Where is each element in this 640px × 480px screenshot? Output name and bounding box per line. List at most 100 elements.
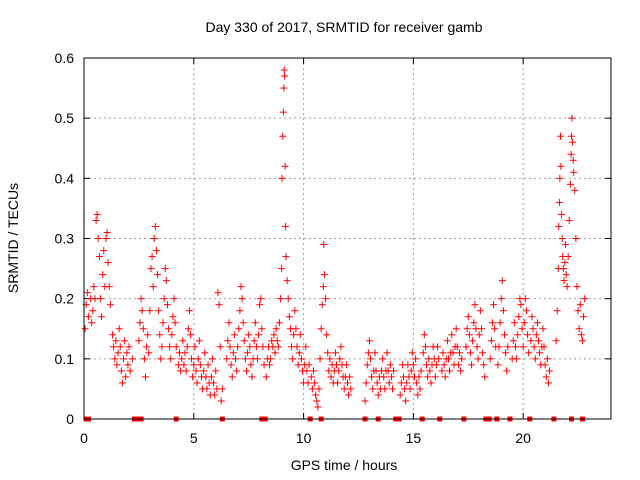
data-point — [470, 319, 478, 327]
data-point — [569, 156, 577, 164]
data-point — [182, 367, 190, 375]
data-point — [412, 355, 420, 363]
data-point — [441, 373, 449, 381]
data-point — [171, 319, 179, 327]
data-point — [141, 373, 149, 381]
data-point — [555, 198, 563, 206]
data-point — [226, 343, 234, 351]
data-point — [270, 331, 278, 339]
data-point — [535, 337, 543, 345]
data-point — [229, 349, 237, 357]
data-point — [521, 295, 529, 303]
data-point — [282, 222, 290, 230]
data-point — [191, 343, 199, 351]
data-point — [162, 277, 170, 285]
data-point — [201, 349, 209, 357]
data-point — [432, 361, 440, 369]
data-point — [566, 180, 574, 188]
data-point — [262, 373, 270, 381]
data-point — [342, 361, 350, 369]
data-point — [309, 367, 317, 375]
data-point — [181, 349, 189, 357]
data-point — [156, 331, 164, 339]
data-point — [98, 313, 106, 321]
data-point — [396, 391, 404, 399]
data-point — [426, 367, 434, 375]
data-point — [365, 337, 373, 345]
data-point — [319, 283, 327, 291]
data-point — [152, 247, 160, 255]
y-tick-label: 0.1 — [55, 351, 75, 367]
data-point — [481, 373, 489, 381]
data-point — [453, 343, 461, 351]
data-point — [146, 307, 154, 315]
data-point — [246, 343, 254, 351]
data-point — [120, 355, 128, 363]
data-point — [136, 319, 144, 327]
data-point — [303, 367, 311, 375]
y-tick-label: 0.3 — [55, 231, 75, 247]
data-point — [126, 367, 134, 375]
data-point — [567, 132, 575, 140]
data-point — [540, 343, 548, 351]
data-point — [322, 295, 330, 303]
data-point — [510, 319, 518, 327]
data-point — [83, 289, 91, 297]
data-point — [143, 343, 151, 351]
data-point — [314, 403, 322, 411]
data-point — [465, 331, 473, 339]
data-point — [115, 325, 123, 333]
data-point — [464, 313, 472, 321]
data-point — [474, 355, 482, 363]
y-tick-label: 0 — [66, 411, 74, 427]
data-point — [414, 391, 422, 399]
data-point — [144, 331, 152, 339]
data-point — [581, 295, 589, 303]
data-point — [122, 373, 130, 381]
data-point — [235, 325, 243, 333]
data-point — [172, 343, 180, 351]
data-point — [179, 337, 187, 345]
data-point — [427, 379, 435, 387]
data-point — [480, 361, 488, 369]
data-point — [312, 391, 320, 399]
data-point — [316, 355, 324, 363]
data-point — [466, 349, 474, 357]
data-point — [294, 361, 302, 369]
data-point — [475, 331, 483, 339]
data-point — [89, 307, 97, 315]
data-point — [151, 222, 159, 230]
data-point — [165, 325, 173, 333]
data-point — [344, 379, 351, 387]
data-point — [308, 385, 316, 393]
data-point — [188, 355, 196, 363]
data-point — [317, 325, 325, 333]
data-point — [230, 331, 238, 339]
data-point — [315, 385, 323, 393]
data-point — [212, 367, 220, 375]
data-point — [290, 331, 298, 339]
data-point — [479, 349, 487, 357]
data-point — [289, 355, 297, 363]
data-point — [313, 397, 321, 405]
data-point — [498, 277, 506, 285]
data-point — [558, 235, 566, 242]
data-point — [569, 138, 577, 146]
data-point — [195, 337, 203, 345]
data-point — [390, 367, 398, 375]
x-tick-label: 15 — [406, 430, 422, 446]
data-point — [324, 349, 332, 357]
data-point — [241, 355, 249, 363]
data-point — [501, 331, 509, 339]
data-point — [139, 325, 147, 333]
data-point — [383, 349, 391, 357]
data-point — [102, 235, 110, 242]
data-point — [271, 349, 279, 357]
data-point — [524, 331, 532, 339]
data-point — [218, 385, 226, 393]
data-point — [440, 361, 448, 369]
data-point — [574, 307, 582, 315]
data-point — [282, 253, 290, 261]
data-point — [323, 331, 331, 339]
data-point — [496, 319, 504, 327]
